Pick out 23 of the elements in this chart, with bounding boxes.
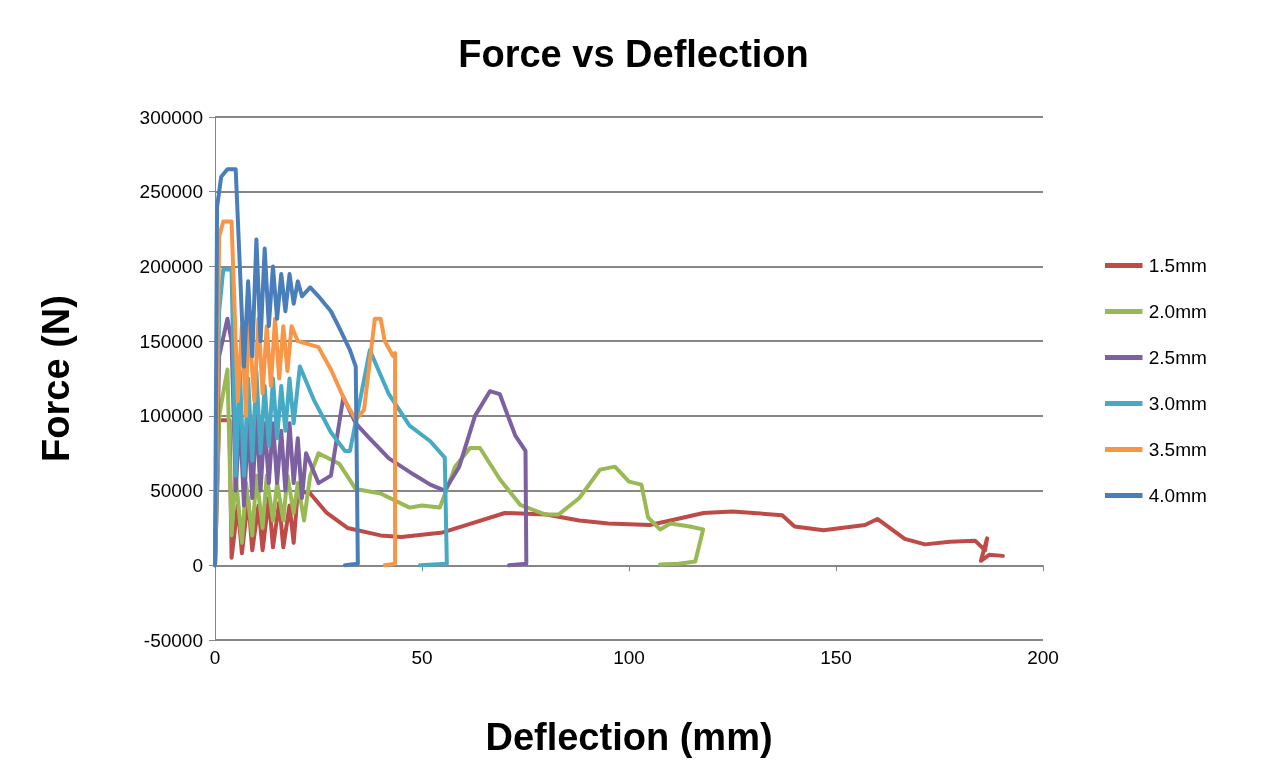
y-tick-label: 150000 <box>139 330 203 352</box>
x-tick-label: 150 <box>820 647 852 668</box>
y-axis-title: Force (N) <box>35 295 77 462</box>
legend-label: 3.0mm <box>1148 393 1207 414</box>
x-axis-title: Deflection (mm) <box>485 716 773 758</box>
x-tick-label: 200 <box>1027 647 1059 668</box>
chart-title: Force vs Deflection <box>458 33 809 75</box>
y-tick-label: 100000 <box>139 405 203 427</box>
legend-label: 2.0mm <box>1148 301 1207 322</box>
y-tick-label: 0 <box>192 554 203 576</box>
x-tick-label: 0 <box>209 647 221 668</box>
legend-label: 1.5mm <box>1148 255 1207 276</box>
y-tick-label: 50000 <box>150 480 203 502</box>
y-tick-label: 250000 <box>139 181 203 203</box>
legend-label: 4.0mm <box>1148 485 1207 506</box>
legend-label: 2.5mm <box>1148 347 1207 368</box>
x-tick-label: 100 <box>613 647 645 668</box>
x-tick-label: 50 <box>411 647 433 668</box>
y-tick-label: 300000 <box>139 106 203 128</box>
y-tick-label: 200000 <box>139 255 203 277</box>
y-tick-label: -50000 <box>143 629 203 651</box>
line-series <box>213 167 360 568</box>
legend-label: 3.5mm <box>1148 439 1207 460</box>
